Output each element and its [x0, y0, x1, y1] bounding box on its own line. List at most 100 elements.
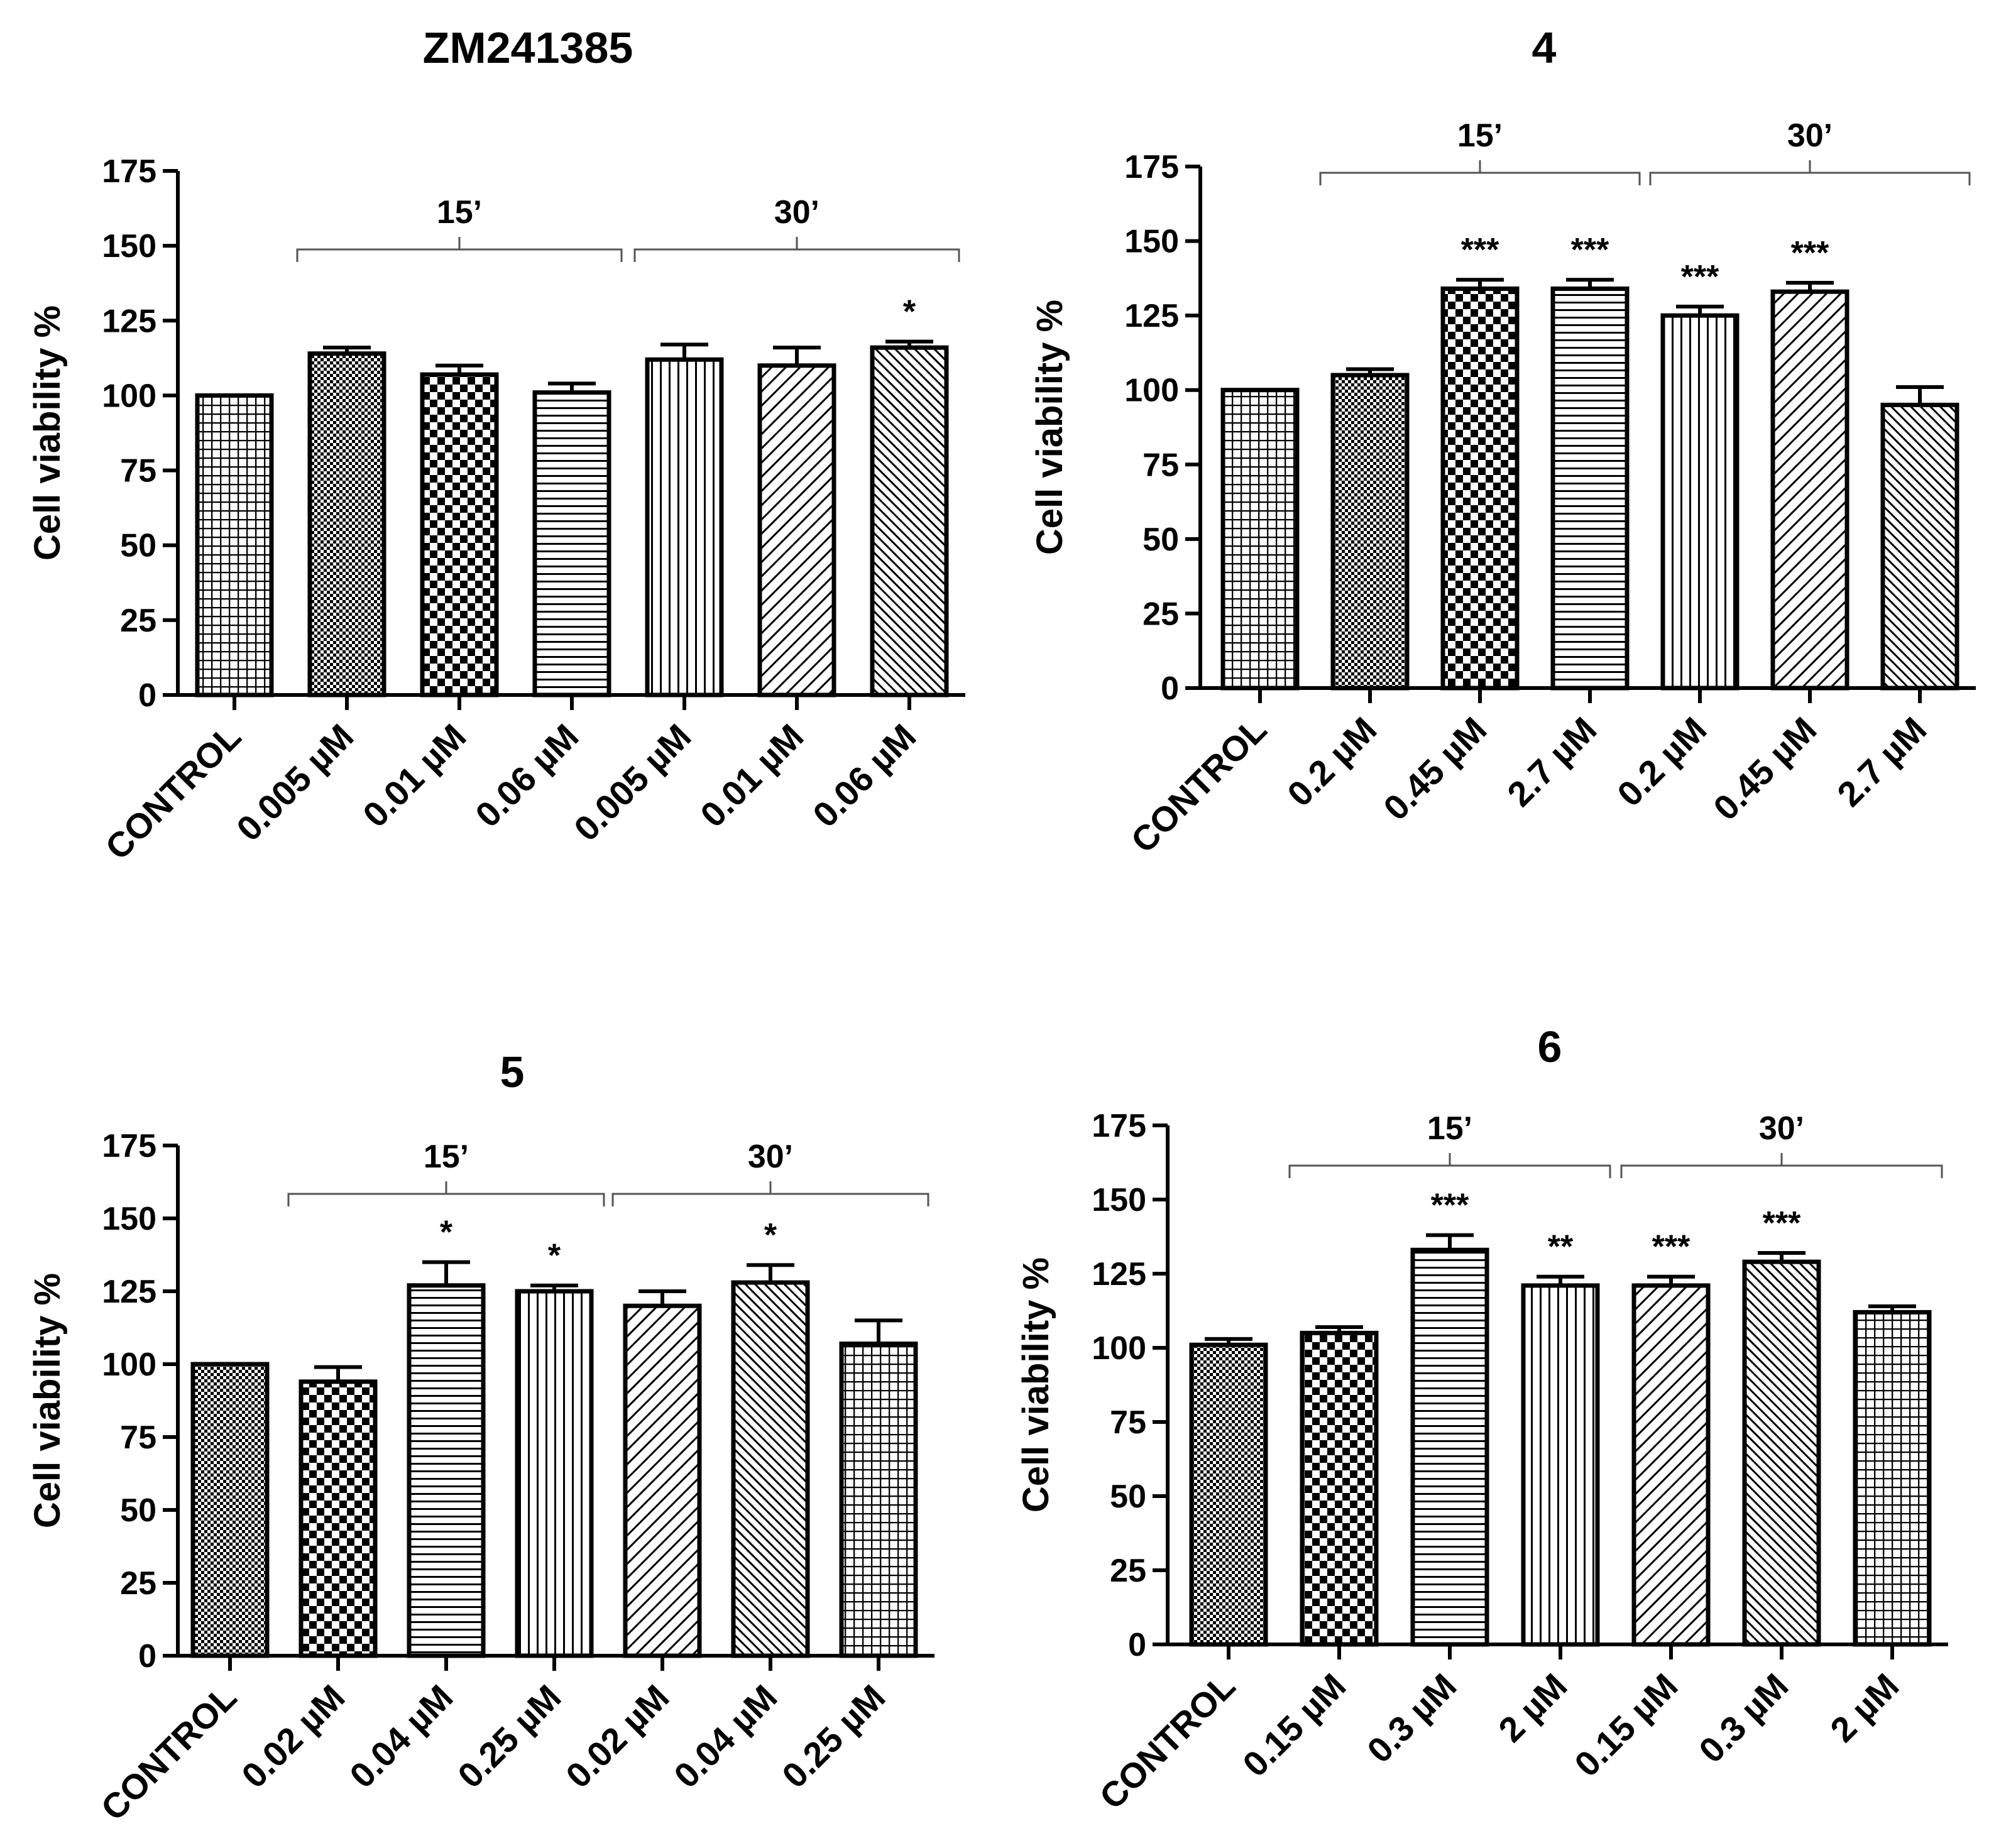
bar [731, 1280, 810, 1658]
x-category-label: 0.04 µM [342, 1677, 460, 1795]
chart-panel-2: 4 Cell viability % 0 25 50 75 100 125 150 175 CONT… [1029, 23, 1976, 860]
x-category-label: 0.2 µM [1609, 709, 1714, 814]
bar [1631, 1283, 1711, 1647]
y-tick-label: 150 [1092, 1182, 1146, 1218]
bar [1330, 373, 1410, 691]
y-tick-label: 50 [120, 528, 156, 564]
group-label: 15’ [1427, 1110, 1472, 1147]
y-tick-label: 25 [1142, 596, 1179, 632]
significance-marker: * [440, 1215, 453, 1251]
y-tick-label: 100 [1092, 1330, 1146, 1367]
x-category-label: 0.25 µM [774, 1677, 892, 1795]
x-category-label: 0.01 µM [355, 716, 473, 834]
chart-panel-1: ZM241385 Cell viability % 0 25 50 75 100 125 150… [27, 23, 965, 867]
significance-marker: * [548, 1238, 561, 1274]
y-tick-label: 50 [1142, 522, 1179, 558]
y-tick-label: 75 [120, 1419, 156, 1456]
x-category-label: 2.7 µM [1499, 709, 1604, 814]
y-axis-label: Cell viability % [27, 1273, 68, 1528]
y-tick-label: 150 [1124, 224, 1179, 260]
y-tick-label: 100 [102, 378, 156, 414]
x-category-label: 0.06 µM [805, 716, 923, 834]
y-tick-label: 175 [102, 153, 156, 190]
group-label: 30’ [774, 194, 819, 231]
x-category-label: 2.7 µM [1829, 709, 1934, 814]
bar [1220, 388, 1300, 691]
y-tick-label: 0 [1161, 670, 1179, 707]
bar [515, 1289, 594, 1658]
y-tick-label: 50 [120, 1492, 156, 1529]
y-tick-label: 25 [1110, 1553, 1146, 1589]
group-bracket [287, 1181, 605, 1206]
chart-title: 6 [1538, 1022, 1562, 1071]
y-tick-label: 125 [1124, 298, 1179, 334]
y-tick-label: 75 [1110, 1404, 1146, 1441]
bar [1410, 1247, 1489, 1647]
x-category-label: 0.2 µM [1279, 709, 1384, 814]
bar [1300, 1330, 1379, 1647]
x-category-label: 0.25 µM [450, 1677, 568, 1795]
bar [307, 351, 386, 697]
significance-marker: *** [1763, 1205, 1801, 1242]
x-category-label: CONTROL [97, 716, 248, 867]
y-tick-label: 75 [120, 453, 156, 489]
bar [299, 1379, 378, 1658]
y-tick-label: 0 [1128, 1627, 1146, 1663]
significance-marker: * [764, 1217, 777, 1254]
y-tick-label: 125 [102, 1274, 156, 1310]
group-bracket [1620, 1153, 1943, 1178]
y-tick-label: 150 [102, 1201, 156, 1237]
x-category-label: 0.06 µM [468, 716, 586, 834]
x-category-label: 2 µM [1491, 1666, 1574, 1749]
significance-marker: *** [1681, 259, 1719, 295]
x-category-label: 0.04 µM [666, 1677, 784, 1795]
significance-marker: * [903, 294, 916, 331]
y-tick-label: 175 [102, 1128, 156, 1164]
x-category-label: 0.3 µM [1359, 1666, 1464, 1770]
x-category-label: 0.02 µM [558, 1677, 676, 1795]
y-tick-label: 0 [138, 677, 156, 714]
group-label: 30’ [1759, 1110, 1804, 1147]
y-tick-label: 100 [1124, 373, 1179, 409]
y-axis-label: Cell viability % [27, 305, 68, 560]
x-category-label: 2 µM [1822, 1666, 1906, 1749]
chart-title: 4 [1532, 23, 1557, 72]
bar [1853, 1309, 1932, 1647]
bar [839, 1342, 918, 1658]
y-axis-label: Cell viability % [1029, 300, 1070, 555]
group-bracket [1649, 160, 1971, 185]
bar [195, 393, 274, 697]
bar [190, 1362, 270, 1658]
bar [407, 1283, 486, 1658]
significance-marker: *** [1461, 232, 1499, 268]
bar [1742, 1259, 1821, 1647]
bar [1660, 313, 1740, 691]
significance-marker: ** [1548, 1229, 1574, 1266]
x-category-label: 0.3 µM [1691, 1666, 1795, 1770]
bar [1440, 286, 1520, 691]
y-tick-label: 175 [1124, 149, 1179, 185]
y-tick-label: 25 [120, 603, 156, 639]
y-tick-label: 175 [1092, 1108, 1146, 1144]
group-bracket [296, 237, 623, 262]
y-tick-label: 150 [102, 228, 156, 265]
y-axis-label: Cell viability % [1016, 1257, 1056, 1512]
chart-panel-3: 5 Cell viability % 0 25 50 75 100 125 150 175 CONT… [27, 1047, 934, 1828]
y-tick-label: 25 [120, 1565, 156, 1602]
bar [1880, 402, 1959, 691]
y-tick-label: 125 [102, 303, 156, 339]
group-label: 15’ [1457, 118, 1503, 154]
x-category-label: 0.45 µM [1706, 709, 1824, 828]
bar [645, 357, 724, 697]
y-tick-label: 50 [1110, 1479, 1146, 1515]
bar [870, 345, 949, 697]
x-category-label: CONTROL [1123, 709, 1274, 860]
bar [1770, 289, 1849, 691]
y-tick-label: 0 [138, 1638, 156, 1675]
x-category-label: 0.15 µM [1567, 1666, 1685, 1784]
y-tick-label: 100 [102, 1347, 156, 1383]
chart-title: ZM241385 [423, 23, 633, 72]
bar [420, 372, 499, 697]
y-tick-label: 75 [1142, 447, 1179, 483]
bar [1521, 1283, 1600, 1647]
